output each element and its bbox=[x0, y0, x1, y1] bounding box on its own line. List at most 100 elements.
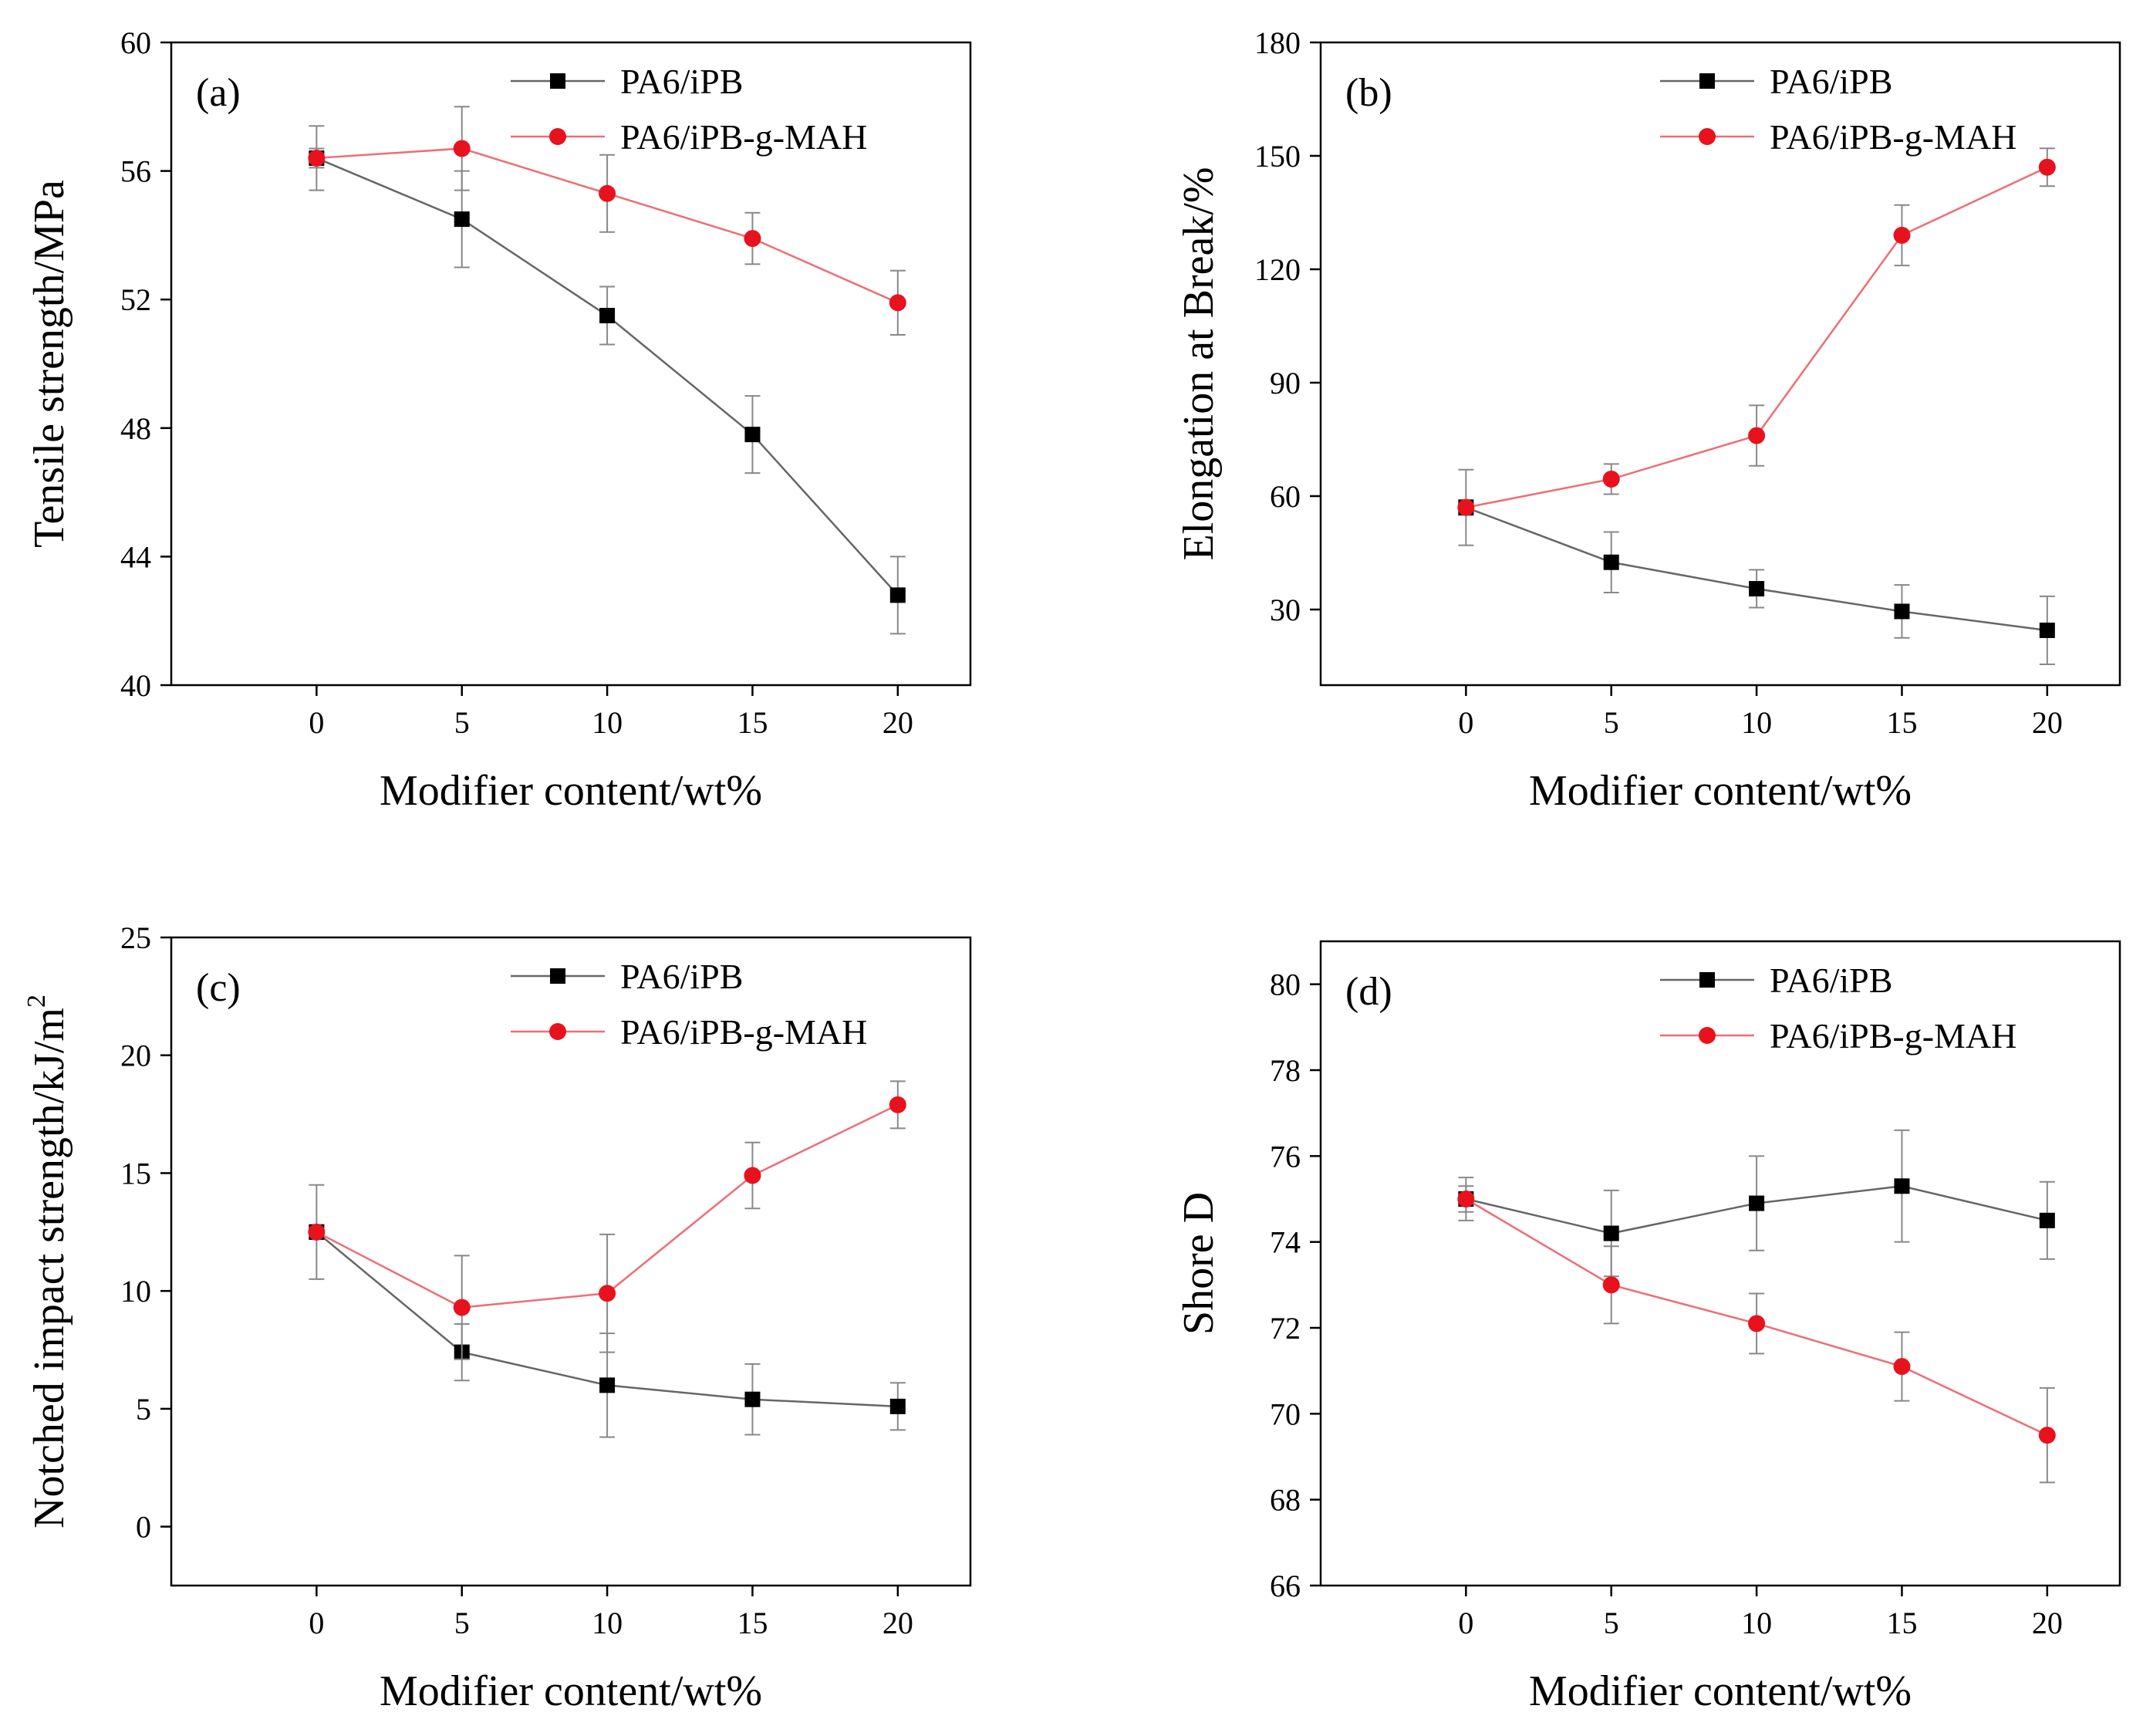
y-tick-label: 150 bbox=[1254, 139, 1301, 174]
y-tick-label: 0 bbox=[136, 1510, 151, 1545]
series-1: PA6/iPB-g-MAH bbox=[308, 106, 906, 336]
x-tick-label: 5 bbox=[454, 1606, 470, 1640]
series-1: PA6/iPB-g-MAH bbox=[308, 1012, 906, 1360]
x-axis-title: Modifier content/wt% bbox=[380, 1667, 762, 1715]
data-point bbox=[1603, 554, 1619, 570]
data-point bbox=[744, 1167, 761, 1184]
chart-panel-1: 0 5 10 15 20 30 60 90 120 150 180 Modifier content/… bbox=[1175, 25, 2121, 815]
x-axis-title: Modifier content/wt% bbox=[1529, 1667, 1912, 1715]
legend-marker bbox=[1699, 1027, 1716, 1044]
y-tick-label: 78 bbox=[1270, 1053, 1301, 1088]
data-point bbox=[1894, 603, 1910, 620]
data-point bbox=[1602, 470, 1620, 488]
legend-marker bbox=[1699, 972, 1715, 988]
x-tick-label: 5 bbox=[1604, 1606, 1619, 1640]
y-axis-title: Shore D bbox=[1175, 1192, 1223, 1335]
y-tick-label: 66 bbox=[1270, 1569, 1301, 1603]
y-tick-label: 5 bbox=[136, 1392, 151, 1427]
data-point bbox=[744, 230, 761, 248]
y-tick-label: 15 bbox=[120, 1156, 151, 1191]
y-tick-label: 60 bbox=[1270, 479, 1301, 514]
data-point bbox=[889, 1398, 906, 1414]
data-point bbox=[889, 587, 906, 603]
x-tick-label: 0 bbox=[1458, 705, 1473, 740]
data-point bbox=[2038, 1427, 2056, 1444]
y-axis-title-text: Shore D bbox=[1175, 1192, 1223, 1335]
x-tick-label: 20 bbox=[2032, 1606, 2063, 1640]
data-point bbox=[308, 149, 326, 167]
panel-label: (a) bbox=[196, 71, 241, 115]
plot-frame bbox=[170, 936, 972, 1587]
data-point bbox=[1603, 1225, 1619, 1241]
data-point bbox=[1893, 226, 1911, 244]
legend-label: PA6/iPB-g-MAH bbox=[1770, 1016, 2016, 1055]
series-0: PA6/iPB bbox=[1458, 62, 2055, 666]
y-axis-title: Elongation at Break/% bbox=[1175, 167, 1223, 560]
y-axis-title-text: Elongation at Break/% bbox=[1175, 167, 1223, 560]
x-tick-label: 5 bbox=[454, 705, 470, 740]
y-tick-label: 60 bbox=[120, 25, 151, 60]
x-tick-label: 15 bbox=[737, 1606, 768, 1640]
data-point bbox=[453, 1299, 471, 1316]
data-point bbox=[454, 211, 470, 228]
x-tick-label: 20 bbox=[883, 1606, 913, 1640]
y-tick-label: 20 bbox=[120, 1039, 151, 1073]
y-tick-label: 74 bbox=[1270, 1225, 1301, 1260]
plot-frame bbox=[1319, 940, 2121, 1587]
data-point bbox=[1457, 1191, 1475, 1207]
y-axis-title-superscript: 2 bbox=[22, 995, 51, 1008]
data-point bbox=[2039, 622, 2055, 638]
legend-label: PA6/iPB-g-MAH bbox=[620, 117, 867, 157]
y-tick-label: 25 bbox=[120, 920, 151, 955]
y-tick-label: 70 bbox=[1270, 1397, 1301, 1431]
y-tick-label: 44 bbox=[120, 539, 151, 574]
data-point bbox=[1749, 581, 1765, 597]
y-tick-label: 120 bbox=[1254, 252, 1301, 287]
y-tick-label: 48 bbox=[120, 411, 151, 446]
data-point bbox=[599, 184, 616, 202]
x-tick-label: 10 bbox=[592, 705, 623, 740]
x-tick-label: 10 bbox=[1741, 705, 1772, 740]
series-1: PA6/iPB-g-MAH bbox=[1457, 1016, 2056, 1484]
x-axis-title: Modifier content/wt% bbox=[1529, 767, 1912, 815]
y-axis-title-text: Notched impact strength/kJ/m bbox=[25, 1008, 73, 1528]
y-axis-title: Notched impact strength/kJ/m2 bbox=[22, 995, 73, 1528]
legend-marker bbox=[1699, 128, 1716, 145]
x-tick-label: 0 bbox=[309, 1606, 324, 1640]
panel-label: (b) bbox=[1345, 71, 1392, 115]
legend-marker bbox=[550, 968, 565, 984]
chart-panel-2: 0 5 10 15 20 0 5 10 15 20 25 Modifier content/wt% No… bbox=[22, 920, 972, 1715]
y-tick-label: 76 bbox=[1270, 1139, 1301, 1174]
data-point bbox=[1602, 1276, 1620, 1294]
x-axis-title: Modifier content/wt% bbox=[380, 767, 762, 815]
data-point bbox=[889, 294, 906, 312]
x-tick-label: 0 bbox=[1458, 1606, 1473, 1640]
data-point bbox=[599, 308, 616, 324]
data-point bbox=[1748, 1315, 1766, 1332]
legend-label: PA6/iPB-g-MAH bbox=[620, 1012, 867, 1052]
y-axis-title: Tensile strength/MPa bbox=[25, 180, 73, 548]
legend-marker bbox=[1699, 73, 1715, 89]
y-tick-label: 72 bbox=[1270, 1311, 1301, 1346]
x-tick-label: 20 bbox=[2032, 705, 2063, 740]
x-tick-label: 15 bbox=[1886, 1606, 1917, 1640]
y-tick-label: 68 bbox=[1270, 1483, 1301, 1518]
chart-panel-3: 0 5 10 15 20 66 68 70 72 74 76 78 80 Modifier content… bbox=[1175, 940, 2121, 1715]
data-point bbox=[1893, 1358, 1911, 1376]
data-point bbox=[599, 1285, 616, 1302]
y-axis-title-text: Tensile strength/MPa bbox=[25, 180, 73, 548]
legend-label: PA6/iPB bbox=[1770, 961, 1892, 1000]
legend-marker bbox=[549, 128, 566, 145]
legend-label: PA6/iPB bbox=[620, 62, 743, 101]
series-0: PA6/iPB bbox=[1458, 961, 2055, 1278]
legend-label: PA6/iPB-g-MAH bbox=[1770, 117, 2016, 157]
data-point bbox=[1894, 1178, 1910, 1194]
data-point bbox=[2039, 1212, 2055, 1228]
series-0: PA6/iPB bbox=[309, 62, 906, 635]
legend-marker bbox=[550, 73, 565, 89]
y-tick-label: 10 bbox=[120, 1274, 151, 1309]
x-tick-label: 15 bbox=[1886, 705, 1917, 740]
panel-label: (d) bbox=[1345, 970, 1392, 1014]
x-tick-label: 10 bbox=[592, 1606, 623, 1640]
